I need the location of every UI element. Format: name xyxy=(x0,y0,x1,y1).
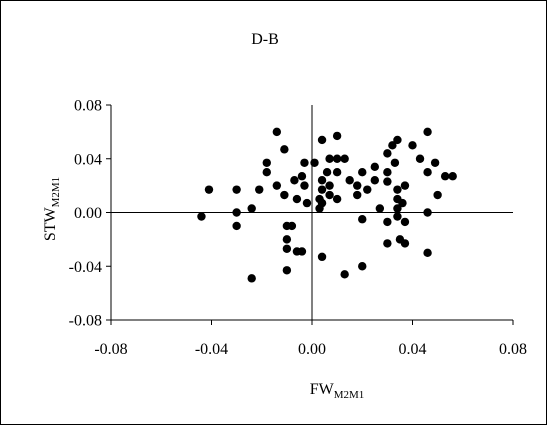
data-point xyxy=(353,181,362,190)
data-point xyxy=(383,239,392,248)
data-point xyxy=(358,215,367,224)
data-point xyxy=(317,252,327,262)
data-point xyxy=(400,217,410,227)
data-point xyxy=(370,176,380,185)
data-points xyxy=(197,127,457,283)
data-point xyxy=(300,181,309,190)
data-point xyxy=(393,212,402,221)
data-point xyxy=(383,177,392,186)
x-axis-label-main: FW xyxy=(310,381,335,398)
data-point xyxy=(247,274,256,283)
data-point xyxy=(287,221,297,231)
data-point xyxy=(310,158,319,167)
x-tick-label: -0.04 xyxy=(195,341,228,358)
data-point xyxy=(332,194,342,204)
data-point xyxy=(272,181,282,190)
data-point xyxy=(232,221,241,231)
data-point xyxy=(383,217,392,227)
data-point xyxy=(332,154,342,163)
data-point xyxy=(393,204,402,213)
x-tick-label: 0.00 xyxy=(298,341,326,358)
x-tick-label: 0.04 xyxy=(399,341,427,358)
data-point xyxy=(340,270,349,279)
data-point xyxy=(280,145,289,154)
data-point xyxy=(393,135,402,145)
data-point xyxy=(358,167,367,177)
data-point xyxy=(255,185,264,194)
data-point xyxy=(448,172,457,181)
plot-area: -0.08 -0.04 0.00 0.04 0.08 -0.08 -0.04 0.00 0.04… xyxy=(69,98,527,359)
data-point xyxy=(388,141,397,150)
data-point xyxy=(317,135,327,145)
data-point xyxy=(302,198,312,208)
data-point xyxy=(282,235,292,244)
data-point xyxy=(317,176,327,185)
data-point xyxy=(322,167,332,177)
data-point xyxy=(272,127,282,137)
x-axis-label-subscript: M2M1 xyxy=(334,389,365,401)
data-point xyxy=(415,154,425,163)
data-point xyxy=(317,198,327,208)
data-point xyxy=(292,194,302,204)
data-point xyxy=(400,181,410,190)
data-point xyxy=(290,176,299,185)
data-point xyxy=(325,190,334,200)
data-point xyxy=(375,204,385,213)
data-point xyxy=(280,190,289,200)
data-point xyxy=(340,154,349,163)
data-point xyxy=(232,185,241,194)
y-tick-label: -0.08 xyxy=(69,313,102,330)
y-axis-label: STWM2M1 xyxy=(42,177,62,241)
data-point xyxy=(204,185,214,194)
chart-title: D-B xyxy=(251,31,279,48)
data-point xyxy=(398,198,407,208)
x-tick-label: 0.08 xyxy=(499,341,527,358)
data-point xyxy=(332,131,342,141)
y-tick-label: 0.00 xyxy=(74,205,102,222)
data-point xyxy=(262,167,271,177)
data-point xyxy=(345,176,354,185)
y-tick-label: 0.08 xyxy=(74,98,102,115)
data-point xyxy=(423,248,432,258)
data-point xyxy=(423,208,432,217)
data-point xyxy=(297,247,307,256)
data-point xyxy=(383,149,392,158)
data-point xyxy=(393,185,402,194)
data-point xyxy=(423,167,432,177)
data-point xyxy=(363,185,372,194)
data-point xyxy=(433,190,442,200)
data-point xyxy=(440,172,450,181)
data-point xyxy=(400,239,410,248)
data-point xyxy=(325,181,334,190)
data-point xyxy=(262,158,271,167)
data-point xyxy=(317,185,327,194)
data-point xyxy=(232,208,241,217)
data-point xyxy=(197,212,206,221)
data-point xyxy=(282,266,292,275)
x-axis-label: FWM2M1 xyxy=(310,381,365,401)
data-point xyxy=(325,154,334,163)
data-point xyxy=(408,141,417,150)
data-point xyxy=(383,167,392,177)
data-point xyxy=(370,162,380,172)
y-axis-label-main: STW xyxy=(42,207,59,242)
data-point xyxy=(353,190,362,200)
data-point xyxy=(358,262,367,271)
data-point xyxy=(300,158,309,167)
y-tick-label: -0.04 xyxy=(69,259,102,276)
data-point xyxy=(390,158,400,167)
data-point xyxy=(247,204,256,213)
data-point xyxy=(423,127,432,137)
y-axis-label-subscript: M2M1 xyxy=(50,177,62,208)
data-point xyxy=(430,158,440,167)
x-tick-label: -0.08 xyxy=(94,341,127,358)
data-point xyxy=(282,244,292,253)
y-tick-label: 0.04 xyxy=(74,151,102,168)
data-point xyxy=(332,167,342,177)
data-point xyxy=(297,172,307,181)
